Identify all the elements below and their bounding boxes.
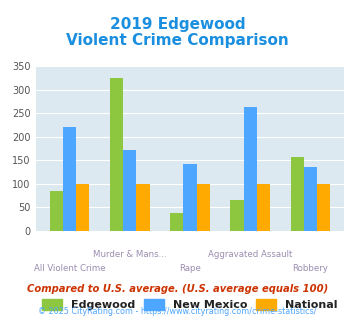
Bar <box>63 127 76 231</box>
Text: Robbery: Robbery <box>293 264 328 273</box>
Bar <box>170 213 183 231</box>
Bar <box>136 184 149 231</box>
Bar <box>244 108 257 231</box>
Bar <box>123 150 136 231</box>
Bar <box>317 184 330 231</box>
Text: Murder & Mans...: Murder & Mans... <box>93 250 166 259</box>
Text: Compared to U.S. average. (U.S. average equals 100): Compared to U.S. average. (U.S. average … <box>27 284 328 294</box>
Bar <box>230 200 244 231</box>
Bar <box>197 184 210 231</box>
Text: Aggravated Assault: Aggravated Assault <box>208 250 293 259</box>
Text: © 2025 CityRating.com - https://www.cityrating.com/crime-statistics/: © 2025 CityRating.com - https://www.city… <box>38 307 317 316</box>
Text: 2019 Edgewood: 2019 Edgewood <box>110 17 245 32</box>
Bar <box>76 184 89 231</box>
Text: Rape: Rape <box>179 264 201 273</box>
Legend: Edgewood, New Mexico, National: Edgewood, New Mexico, National <box>42 299 338 311</box>
Text: All Violent Crime: All Violent Crime <box>34 264 105 273</box>
Bar <box>304 167 317 231</box>
Bar <box>110 78 123 231</box>
Bar <box>183 164 197 231</box>
Bar <box>257 184 270 231</box>
Text: Violent Crime Comparison: Violent Crime Comparison <box>66 33 289 48</box>
Bar <box>290 156 304 231</box>
Bar <box>50 191 63 231</box>
